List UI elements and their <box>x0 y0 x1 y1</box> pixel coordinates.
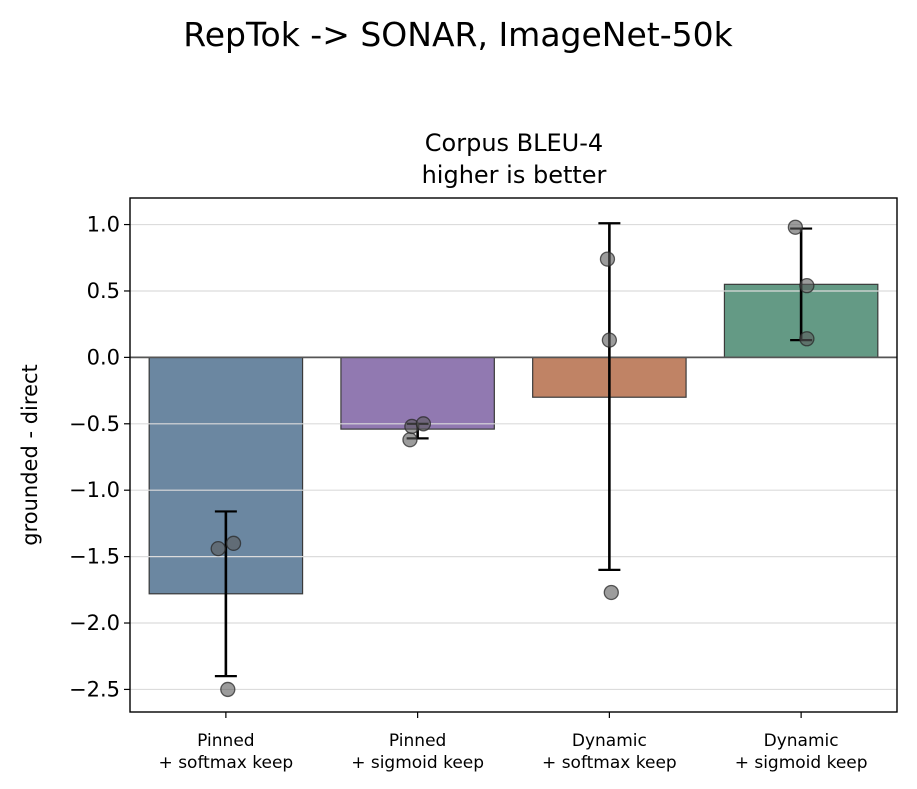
y-tick-label: 0.0 <box>87 345 120 369</box>
y-tick-label: −0.5 <box>69 412 120 436</box>
data-point <box>220 681 236 698</box>
x-tick-label: Dynamic <box>764 731 839 751</box>
x-tick-label: + sigmoid keep <box>735 753 868 773</box>
data-point <box>225 535 242 551</box>
figure-title: RepTok -> SONAR, ImageNet-50k <box>183 15 733 54</box>
x-tick-label: + softmax keep <box>159 753 294 773</box>
data-point <box>787 219 804 235</box>
y-axis-label: grounded - direct <box>18 364 42 546</box>
data-point <box>601 332 618 348</box>
y-tick-label: −2.5 <box>69 677 120 701</box>
data-point <box>603 584 619 601</box>
x-tick-label: Pinned <box>197 731 254 751</box>
data-point <box>799 331 815 347</box>
chart-title: Corpus BLEU-4 <box>425 129 603 157</box>
y-tick-label: 0.5 <box>87 279 120 303</box>
data-point <box>799 278 815 294</box>
x-tick-label: Pinned <box>389 731 446 751</box>
data-point <box>210 540 226 557</box>
data-point <box>599 251 616 267</box>
y-tick-label: 1.0 <box>87 213 120 237</box>
x-tick-label: + sigmoid keep <box>351 753 484 773</box>
bar <box>340 356 495 430</box>
x-tick-label: Dynamic <box>572 731 647 751</box>
axes-frame <box>129 197 898 713</box>
data-point <box>415 416 432 432</box>
y-tick-label: −1.5 <box>69 545 120 569</box>
data-point <box>402 432 418 448</box>
chart-subtitle: higher is better <box>422 161 607 189</box>
y-tick-label: −2.0 <box>69 611 120 635</box>
x-tick-label: + softmax keep <box>542 753 677 773</box>
y-tick-label: −1.0 <box>69 478 120 502</box>
